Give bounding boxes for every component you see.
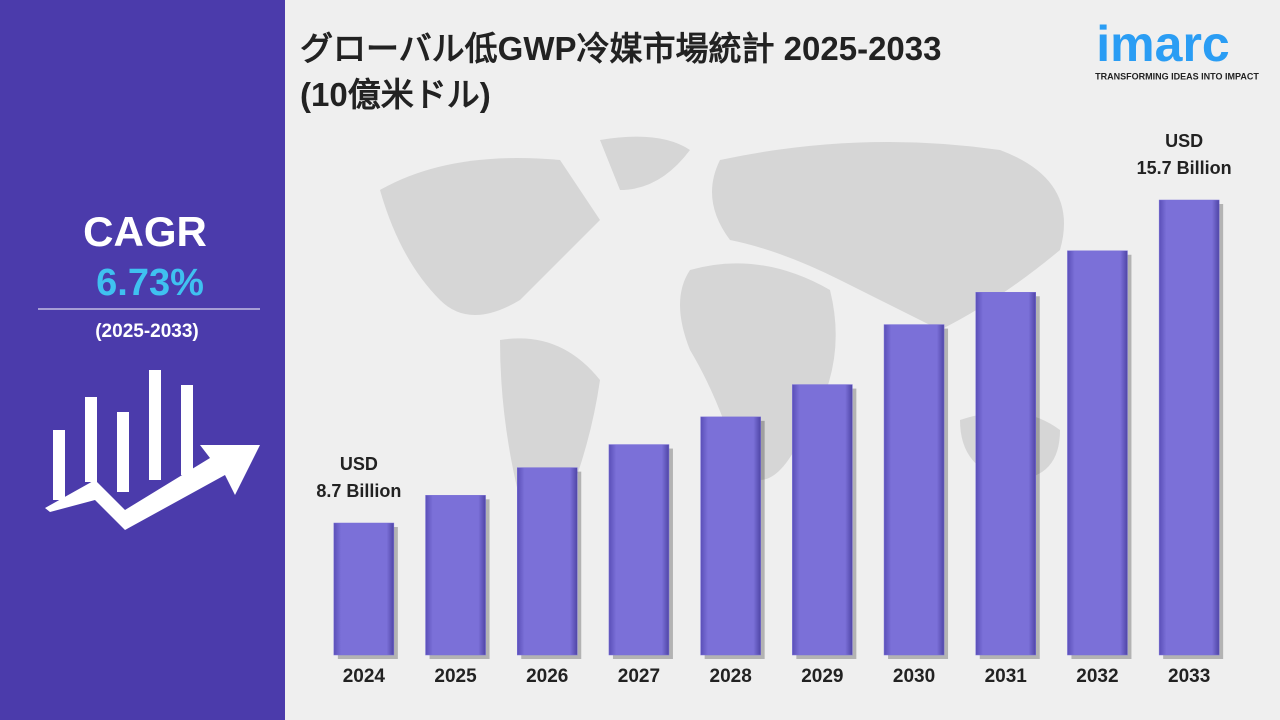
logo: imarc: [1096, 16, 1229, 72]
x-tick-label: 2033: [1168, 666, 1210, 687]
growth-icon: [45, 370, 260, 530]
bar: [333, 522, 395, 656]
value-label: USD 15.7 Billion: [1137, 131, 1232, 178]
x-tick-label: 2029: [801, 666, 843, 687]
x-tick-label: 2030: [893, 666, 935, 687]
x-tick-label: 2025: [434, 666, 477, 687]
cagr-value: 6.73%: [96, 262, 204, 304]
logo-tagline: TRANSFORMING IDEAS INTO IMPACT: [1095, 71, 1259, 81]
value-label: USD 8.7 Billion: [316, 454, 401, 501]
x-tick-label: 2026: [526, 666, 568, 687]
x-tick-label: 2031: [985, 666, 1028, 687]
x-tick-label: 2028: [710, 666, 752, 687]
x-tick-label: 2027: [618, 666, 660, 687]
bar: [1158, 199, 1220, 656]
bar: [700, 416, 761, 656]
bar: [608, 444, 670, 656]
bar: [1067, 250, 1128, 656]
bar: [883, 324, 945, 656]
chart-title: グローバル低GWP冷媒市場統計 2025-2033 (10億米ドル): [300, 30, 942, 113]
cagr-label: CAGR: [83, 208, 207, 255]
bar: [975, 292, 1036, 656]
bar: [517, 467, 578, 656]
side-panel: [0, 0, 285, 720]
cagr-period: (2025-2033): [95, 321, 199, 342]
x-tick-label: 2032: [1076, 666, 1118, 687]
bar: [792, 384, 853, 656]
bar: [425, 495, 486, 656]
x-tick-label: 2024: [343, 666, 386, 687]
